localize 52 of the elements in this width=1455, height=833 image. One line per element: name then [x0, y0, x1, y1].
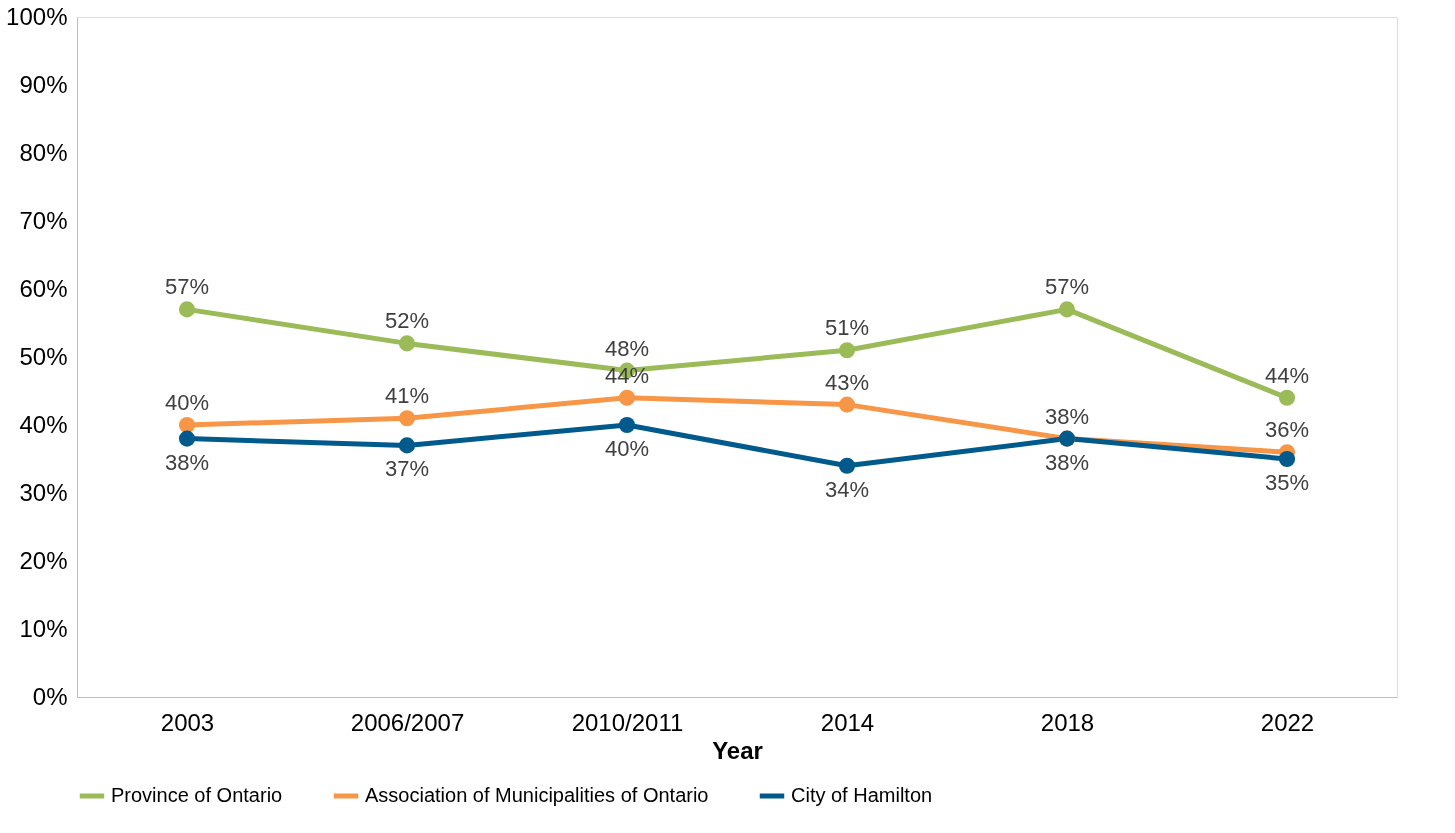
x-tick-label: 2003 — [160, 708, 215, 736]
x-axis-title: Year — [712, 736, 763, 764]
data-label: 40% — [604, 436, 650, 461]
point — [178, 430, 196, 447]
data-label: 57% — [164, 274, 210, 300]
data-label: 43% — [824, 369, 870, 395]
data-label: 35% — [1264, 470, 1310, 495]
point — [838, 457, 856, 474]
y-tick-label: 40% — [19, 410, 68, 438]
x-tick-label: 2014 — [820, 708, 875, 736]
point — [1278, 450, 1296, 468]
data-label: 44% — [1264, 362, 1310, 388]
y-tick-label: 90% — [19, 70, 68, 98]
x-tick-label: 2022 — [1260, 708, 1315, 736]
y-tick-label: 70% — [19, 206, 68, 234]
data-label: 34% — [824, 476, 870, 502]
data-label: 51% — [824, 315, 870, 341]
point — [1278, 389, 1296, 406]
data-label: 37% — [384, 456, 430, 482]
y-tick-label: 10% — [19, 614, 68, 642]
y-tick-label: 60% — [19, 274, 68, 302]
y-tick-label: 100% — [6, 2, 68, 30]
point — [618, 416, 636, 434]
data-label: 38% — [1044, 449, 1090, 475]
data-label: 38% — [1044, 403, 1090, 429]
data-label: 36% — [1264, 417, 1310, 443]
x-tick-label: 2018 — [1040, 708, 1095, 736]
point — [178, 301, 196, 318]
data-label: 41% — [384, 383, 430, 409]
y-tick-label: 0% — [32, 682, 68, 710]
data-label: 40% — [164, 390, 210, 415]
legend-label: Association of Municipalities of Ontario — [365, 784, 709, 806]
point — [838, 396, 856, 413]
legend-label: City of Hamilton — [791, 784, 933, 806]
y-tick-label: 50% — [19, 342, 68, 370]
point — [398, 335, 416, 352]
data-label: 52% — [384, 308, 430, 334]
point — [838, 342, 856, 359]
x-tick-label: 2006/2007 — [350, 708, 465, 736]
x-tick-label: 2010/2011 — [571, 708, 684, 736]
y-tick-label: 20% — [19, 546, 68, 574]
point — [178, 416, 196, 434]
y-tick-label: 30% — [19, 478, 68, 506]
y-tick-label: 80% — [19, 138, 68, 166]
data-label: 57% — [1044, 274, 1090, 300]
data-label: 48% — [604, 335, 650, 361]
data-label: 38% — [164, 449, 210, 475]
point — [618, 389, 636, 406]
point — [398, 437, 416, 454]
point — [398, 410, 416, 427]
point — [1058, 301, 1076, 318]
legend-label: Province of Ontario — [111, 784, 283, 806]
